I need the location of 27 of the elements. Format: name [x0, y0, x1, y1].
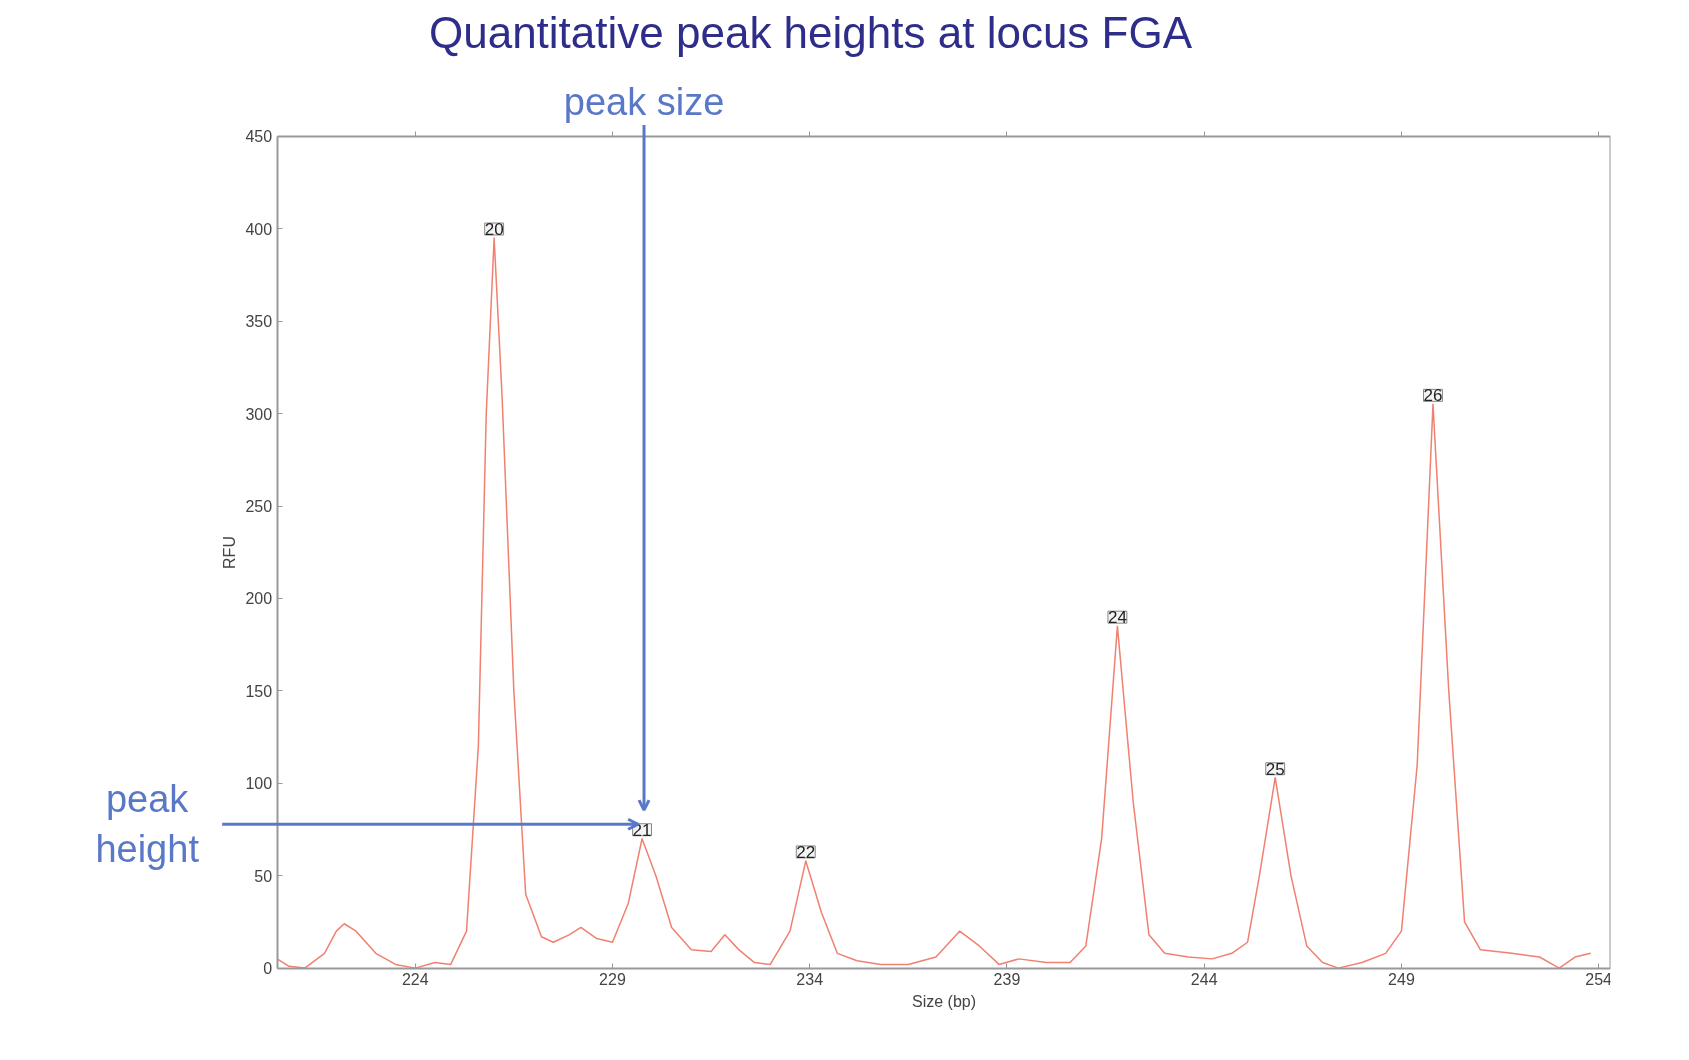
line-series — [276, 237, 1592, 969]
y-tick-label: 200 — [245, 590, 273, 608]
y-tick-label: 100 — [245, 775, 273, 793]
annotation: 22 — [796, 842, 816, 862]
y-tick-label: 0 — [263, 960, 273, 978]
y-tick-label: 250 — [245, 498, 273, 516]
text: peak height — [95, 778, 200, 871]
y-tick-label: 150 — [245, 682, 273, 700]
y-tick-label: 50 — [254, 867, 273, 885]
x-tick-label: 234 — [796, 971, 824, 989]
annotation: 26 — [1423, 386, 1443, 406]
y-tick-label: 350 — [245, 313, 273, 331]
annotation: 20 — [484, 220, 504, 240]
y-tick-label: 450 — [245, 128, 273, 146]
annotation: peak size — [563, 81, 725, 123]
x-tick-label: 239 — [993, 971, 1021, 989]
annotation: 24 — [1107, 608, 1127, 628]
annotation: 25 — [1265, 759, 1285, 779]
y-tick-label: 400 — [245, 220, 273, 238]
y-axis-title: RFU — [220, 536, 238, 569]
chart-title: Quantitative peak heights at locus FGA — [428, 7, 1193, 57]
x-tick-label: 224 — [401, 971, 429, 989]
x-tick-label: 244 — [1190, 971, 1218, 989]
x-tick-label: 229 — [599, 971, 626, 989]
x-tick-label: 249 — [1388, 971, 1415, 989]
y-tick-label: 300 — [245, 405, 273, 423]
x-axis-title: Size (bp) — [911, 992, 977, 1010]
